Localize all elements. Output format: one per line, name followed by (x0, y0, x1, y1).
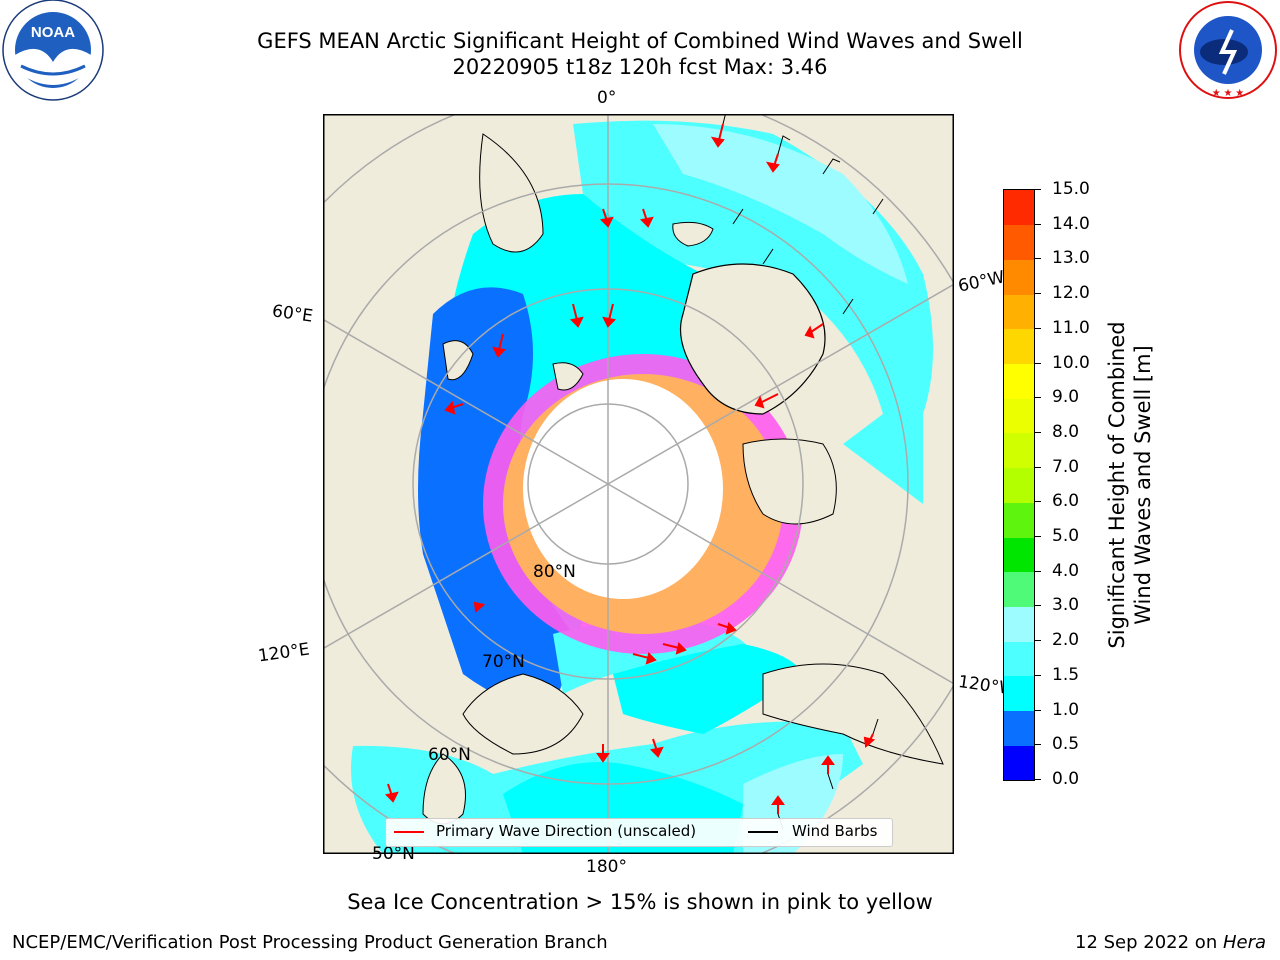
colorbar-tick-mark (1034, 223, 1041, 225)
colorbar-segment (1004, 502, 1034, 538)
colorbar-tick-label: 5.0 (1052, 526, 1080, 547)
atlantic-ocean-north (653, 124, 908, 284)
colorbar-segment (1004, 224, 1034, 260)
colorbar-tick-label: 15.0 (1052, 179, 1090, 199)
colorbar-tick-mark (1034, 258, 1041, 260)
colorbar-tick-mark (1034, 431, 1041, 433)
colorbar-tick-label: 1.0 (1052, 699, 1080, 720)
colorbar-tick-mark (1034, 362, 1041, 364)
sea-ice-note: Sea Ice Concentration > 15% is shown in … (347, 890, 933, 914)
colorbar-tick-mark (1034, 536, 1041, 538)
colorbar-segment (1004, 467, 1034, 503)
colorbar-tick-mark (1034, 570, 1041, 572)
colorbar-segment (1004, 675, 1034, 712)
colorbar-segment (1004, 641, 1034, 677)
lon-label-60e: 60°E (270, 301, 315, 327)
colorbar-tick-label: 14.0 (1052, 213, 1090, 234)
noaa-logo: NOAA (2, 0, 104, 101)
colorbar-tick-label: 11.0 (1052, 317, 1090, 338)
footer-machine: Hera (1222, 932, 1266, 953)
alaska (762, 663, 944, 765)
colorbar-tick-label: 1.5 (1052, 664, 1080, 685)
colorbar-tick-label: 4.0 (1052, 560, 1080, 581)
colorbar-segment (1004, 745, 1034, 781)
colorbar-label-line2: Wind Waves and Swell [m] (1131, 345, 1155, 625)
wind-barbs-legend-label: Wind Barbs (792, 822, 878, 840)
lon-label-180: 180° (586, 857, 627, 877)
canadian-archipelago (742, 438, 837, 525)
map-legend: Primary Wave Direction (unscaled) Wind B… (385, 818, 893, 847)
colorbar-tick-label: 6.0 (1052, 491, 1080, 512)
colorbar-tick-mark (1034, 397, 1041, 399)
colorbar-tick-mark (1034, 327, 1041, 329)
greenland (679, 263, 826, 415)
colorbar-tick-mark (1034, 501, 1041, 503)
colorbar-tick-label: 0.0 (1052, 769, 1080, 789)
colorbar-segment (1004, 606, 1034, 642)
colorbar-segment (1004, 363, 1034, 399)
svalbard (552, 362, 584, 391)
footer-branch: NCEP/EMC/Verification Post Processing Pr… (12, 932, 608, 953)
colorbar-tick-mark (1034, 640, 1041, 642)
lon-label-60w: 60°W (956, 267, 1007, 297)
polar-ice-cap (523, 379, 723, 599)
graticule (323, 114, 954, 854)
map-border (323, 114, 954, 854)
colorbar-tick-label: 7.0 (1052, 456, 1080, 477)
colorbar-label: Significant Height of Combined Wind Wave… (1104, 321, 1156, 648)
lon-label-0: 0° (597, 88, 617, 108)
colorbar-tick-label: 8.0 (1052, 421, 1080, 442)
noaa-logo-text: NOAA (31, 24, 75, 41)
colorbar (1003, 189, 1035, 781)
lat-label-70: 70°N (482, 652, 525, 672)
colorbar-segment (1004, 294, 1034, 330)
colorbar-segment (1004, 537, 1034, 573)
lat-label-80: 80°N (533, 562, 576, 582)
colorbar-tick-label: 13.0 (1052, 248, 1090, 269)
iceland (672, 221, 714, 247)
colorbar-segment (1004, 571, 1034, 607)
lat-label-60: 60°N (428, 745, 471, 765)
primary-wave-swatch (394, 831, 424, 833)
colorbar-tick-mark (1034, 709, 1041, 711)
colorbar-segment (1004, 398, 1034, 434)
colorbar-label-line1: Significant Height of Combined (1105, 321, 1129, 649)
colorbar-tick-mark (1034, 674, 1041, 676)
colorbar-tick-mark (1034, 189, 1041, 190)
chukchi-sea (613, 644, 803, 734)
nws-logo: ★ ★ ★ (1179, 1, 1277, 99)
colorbar-tick-label: 12.0 (1052, 283, 1090, 304)
colorbar-tick-mark (1034, 293, 1041, 295)
colorbar-tick-label: 9.0 (1052, 387, 1080, 408)
footer-date: 12 Sep 2022 on Hera (1075, 932, 1266, 953)
chart-title: GEFS MEAN Arctic Significant Height of C… (257, 29, 1023, 53)
colorbar-tick-label: 10.0 (1052, 352, 1090, 373)
svg-text:★ ★ ★: ★ ★ ★ (1212, 88, 1244, 99)
colorbar-segment (1004, 710, 1034, 746)
scandinavia (479, 133, 544, 253)
colorbar-segment (1004, 190, 1034, 226)
footer-date-text: 12 Sep 2022 on (1075, 932, 1223, 953)
colorbar-segment (1004, 432, 1034, 469)
colorbar-tick-mark (1034, 605, 1041, 607)
chart-subtitle: 20220905 t18z 120h fcst Max: 3.46 (452, 55, 828, 79)
wind-barbs-swatch (748, 831, 778, 833)
colorbar-tick-mark (1034, 466, 1041, 468)
chukotka (462, 673, 584, 755)
arctic-map (323, 114, 954, 854)
lat-label-50: 50°N (372, 844, 415, 864)
colorbar-tick-label: 0.5 (1052, 734, 1080, 755)
primary-wave-legend-label: Primary Wave Direction (unscaled) (436, 822, 697, 840)
colorbar-tick-mark (1034, 779, 1041, 780)
colorbar-segment (1004, 259, 1034, 295)
colorbar-tick-mark (1034, 744, 1041, 746)
colorbar-tick-label: 2.0 (1052, 630, 1080, 651)
lon-label-120e: 120°E (256, 639, 311, 667)
primary-wave-direction-arrows (384, 123, 876, 814)
colorbar-segment (1004, 328, 1034, 365)
colorbar-tick-label: 3.0 (1052, 595, 1080, 616)
